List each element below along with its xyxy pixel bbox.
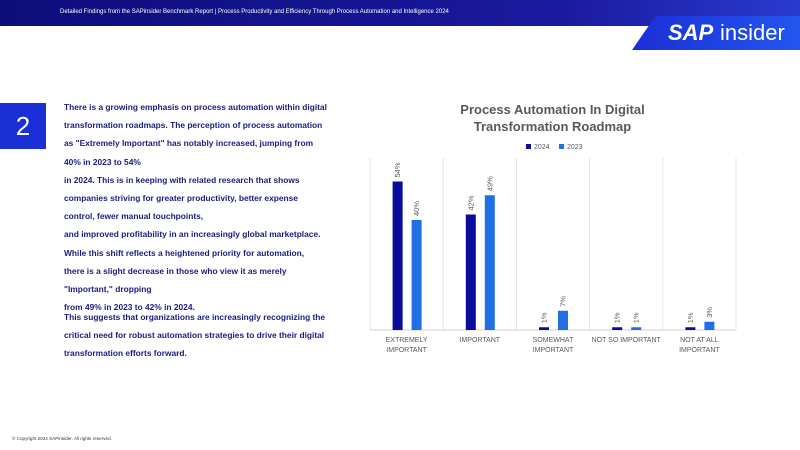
data-label: 1% [540, 312, 549, 323]
paragraph-line: critical need for robust automation stra… [64, 330, 325, 341]
legend-swatch [559, 144, 564, 149]
section-number: 2 [0, 103, 46, 149]
footer: © Copyright 2024 SAPinsider. All rights … [12, 436, 112, 441]
bar [704, 321, 715, 330]
bar [484, 195, 495, 330]
logo: SAP insider [632, 16, 800, 50]
bar [539, 327, 549, 330]
data-label: 1% [686, 312, 695, 323]
paragraph-line: and improved profitability in an increas… [64, 229, 321, 240]
legend-label: 2023 [567, 144, 583, 151]
x-tick-label: IMPORTANT [459, 337, 501, 344]
chart-title: Process Automation In Digital Transforma… [460, 102, 645, 134]
paragraph-line: there is a slight decrease in those who … [64, 265, 287, 276]
paragraph-line: in 2024. This is in keeping with related… [64, 174, 300, 185]
logo-sap: SAP [668, 20, 714, 45]
paragraph-line: as "Extremely Important" has notably inc… [64, 138, 314, 149]
bar [465, 214, 476, 330]
data-label: 49% [485, 176, 494, 191]
bar [612, 327, 623, 330]
paragraph: This suggests that organizations are inc… [64, 311, 354, 366]
paragraph-line: transformation roadmaps. The perception … [64, 120, 323, 131]
bar [685, 327, 696, 330]
paragraph-line: from 49% in 2023 to 42% in 2024. [64, 302, 195, 313]
paragraph-line: 40% in 2023 to 54% [64, 156, 141, 167]
data-label: 1% [613, 312, 622, 323]
paragraph-line: control, fewer manual touchpoints, [64, 211, 204, 222]
data-label: 54% [393, 162, 402, 177]
paragraph: There is a growing emphasis on process a… [64, 101, 354, 319]
x-tick-label: SOMEWHAT IMPORTANT [532, 337, 574, 354]
bar [631, 327, 642, 330]
x-tick-label: NOT AT ALL IMPORTANT [679, 337, 720, 354]
paragraph-line: This suggests that organizations are inc… [64, 312, 326, 322]
x-tick-label: NOT SO IMPORTANT [591, 337, 661, 344]
header-text: Detailed Findings from the SAPinsider Be… [60, 9, 449, 15]
data-label: 1% [632, 312, 641, 323]
legend-label: 2024 [534, 144, 550, 151]
logo-insider: insider [720, 20, 785, 45]
paragraph-line: transformation efforts forward. [64, 348, 187, 359]
paragraph-line: There is a growing emphasis on process a… [64, 102, 327, 112]
bar [392, 181, 403, 330]
data-label: 42% [466, 195, 475, 210]
paragraph-line: "Important," dropping [64, 283, 152, 294]
bar [411, 220, 422, 330]
data-label: 40% [412, 201, 421, 216]
paragraph-line: While this shift reflects a heightened p… [64, 247, 305, 258]
data-label: 7% [559, 296, 568, 307]
x-tick-label: EXTREMELY IMPORTANT [385, 337, 428, 354]
header-bar: Detailed Findings from the SAPinsider Be… [0, 0, 800, 26]
legend-swatch [526, 144, 531, 149]
bar [558, 310, 568, 330]
data-label: 3% [705, 307, 714, 318]
paragraph-line: companies striving for greater productiv… [64, 192, 298, 203]
